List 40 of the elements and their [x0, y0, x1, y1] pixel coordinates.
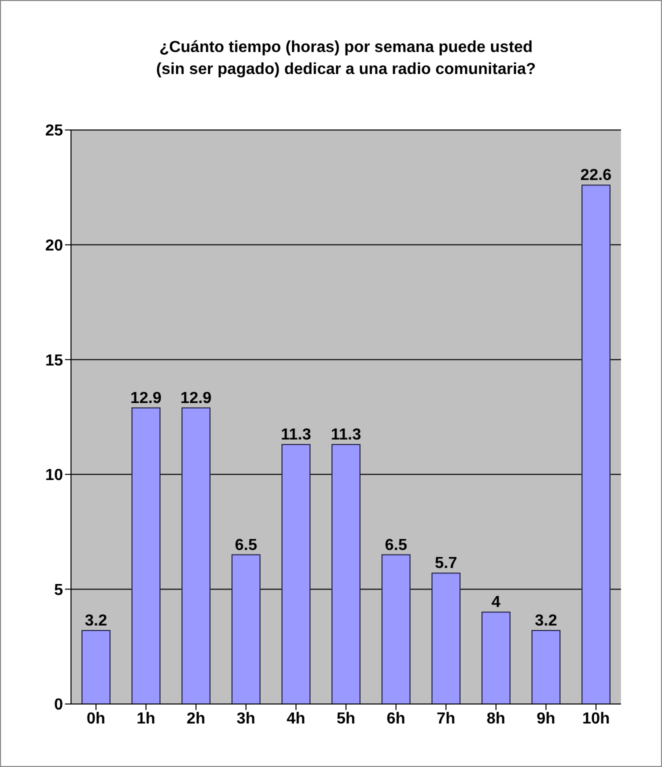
bar — [232, 554, 260, 704]
y-tick-label: 0 — [54, 696, 64, 714]
bar — [82, 630, 110, 704]
y-tick-label: 10 — [45, 467, 64, 484]
data-label: 22.6 — [580, 167, 612, 184]
bar — [282, 444, 310, 704]
x-tick-label: 6h — [386, 710, 406, 728]
x-tick-label: 5h — [336, 710, 356, 728]
bar — [132, 407, 160, 704]
bar — [432, 572, 460, 704]
y-tick-label: 20 — [45, 237, 64, 254]
data-label: 11.3 — [280, 426, 312, 444]
x-tick-label: 0h — [86, 710, 106, 728]
x-tick-label: 7h — [436, 710, 456, 728]
data-label: 6.5 — [384, 536, 408, 554]
data-label: 3.2 — [84, 612, 108, 630]
y-tick-label: 5 — [54, 582, 64, 599]
x-tick-label: 3h — [236, 710, 256, 728]
data-label: 12.9 — [130, 390, 162, 407]
bar — [332, 444, 360, 704]
x-tick-label: 9h — [536, 710, 556, 728]
x-tick-label: 1h — [136, 710, 156, 728]
x-tick-label: 2h — [186, 710, 206, 728]
x-tick-label: 10h — [582, 710, 610, 728]
x-tick-label: 8h — [486, 710, 506, 728]
y-tick-label: 25 — [45, 122, 64, 140]
data-label: 4 — [492, 594, 501, 612]
bar — [382, 554, 410, 704]
bar — [532, 630, 560, 704]
data-label: 12.9 — [180, 390, 212, 407]
bar — [482, 612, 510, 704]
data-label: 5.7 — [434, 555, 458, 572]
bar — [182, 407, 210, 704]
data-label: 6.5 — [234, 536, 258, 554]
bar — [582, 184, 610, 704]
data-label: 3.2 — [534, 612, 558, 630]
chart-title: ¿Cuánto tiempo (horas) por semana puede usted (sin ser pagado) dedicar a una radio comunitaria? — [155, 38, 537, 80]
data-label: 11.3 — [330, 426, 362, 444]
x-tick-label: 4h — [286, 710, 306, 728]
y-tick-label: 15 — [45, 352, 64, 370]
